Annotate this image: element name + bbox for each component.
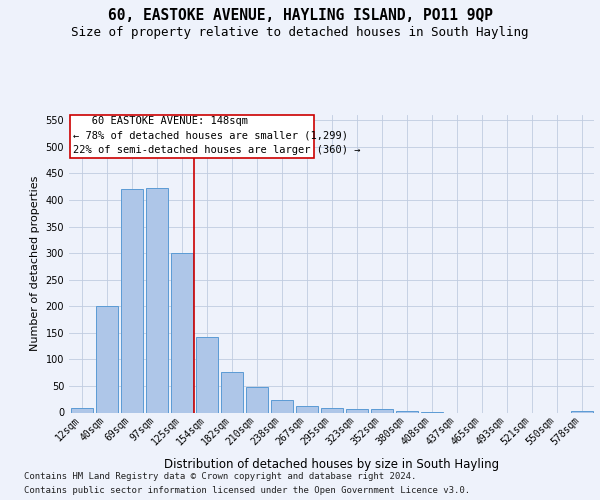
Text: Contains HM Land Registry data © Crown copyright and database right 2024.: Contains HM Land Registry data © Crown c…: [24, 472, 416, 481]
Y-axis label: Number of detached properties: Number of detached properties: [30, 176, 40, 352]
Text: Size of property relative to detached houses in South Hayling: Size of property relative to detached ho…: [71, 26, 529, 39]
Bar: [95, 306, 118, 412]
Bar: [121, 190, 143, 412]
Bar: [346, 409, 367, 412]
Bar: [170, 253, 193, 412]
Bar: [196, 336, 218, 412]
Bar: [70, 115, 314, 158]
Text: 60 EASTOKE AVENUE: 148sqm
← 78% of detached houses are smaller (1,299)
22% of se: 60 EASTOKE AVENUE: 148sqm ← 78% of detac…: [73, 116, 360, 155]
Bar: [371, 409, 392, 412]
Text: Contains public sector information licensed under the Open Government Licence v3: Contains public sector information licen…: [24, 486, 470, 495]
Bar: [71, 408, 92, 412]
Bar: [271, 400, 293, 412]
Bar: [296, 406, 317, 412]
Text: 60, EASTOKE AVENUE, HAYLING ISLAND, PO11 9QP: 60, EASTOKE AVENUE, HAYLING ISLAND, PO11…: [107, 8, 493, 22]
Bar: [245, 387, 268, 412]
Bar: [146, 188, 167, 412]
Bar: [320, 408, 343, 412]
Bar: [221, 372, 242, 412]
Bar: [571, 411, 593, 412]
X-axis label: Distribution of detached houses by size in South Hayling: Distribution of detached houses by size …: [164, 458, 499, 471]
